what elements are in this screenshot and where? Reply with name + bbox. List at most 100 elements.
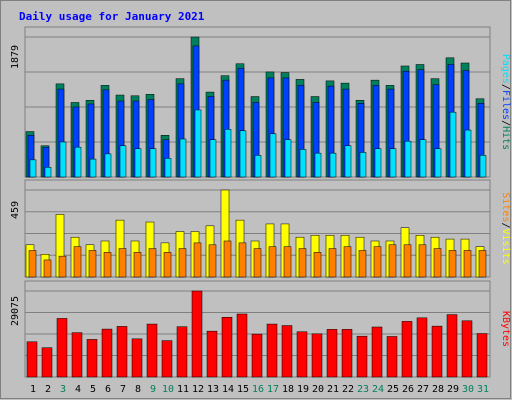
bar-sites — [208, 244, 217, 278]
bar-sites — [268, 246, 277, 278]
bar-sites — [283, 246, 292, 278]
bar-kbytes — [416, 317, 428, 378]
axis-label-separator: / — [500, 222, 511, 228]
chart-title: Daily usage for January 2021 — [19, 10, 205, 23]
x-tick-label: 7 — [120, 384, 126, 395]
bar-pages — [434, 148, 442, 178]
bar-pages — [479, 155, 487, 178]
x-tick-label: 3 — [60, 384, 66, 395]
bar-sites — [88, 250, 97, 278]
bar-sites — [448, 250, 457, 278]
bar-pages — [269, 133, 277, 178]
x-tick-label: 18 — [282, 384, 294, 395]
axis-label-sites: Sites — [500, 192, 511, 222]
bar-pages — [389, 148, 397, 178]
bar-kbytes — [161, 340, 173, 378]
bar-pages — [44, 167, 52, 178]
bar-pages — [119, 145, 127, 178]
bar-kbytes — [281, 325, 293, 378]
bar-pages — [74, 146, 82, 178]
bar-sites — [223, 240, 232, 278]
y-max-label: 1879 — [10, 45, 21, 69]
bar-sites — [58, 255, 67, 278]
x-tick-label: 8 — [135, 384, 141, 395]
bar-kbytes — [251, 333, 263, 378]
x-tick-label: 21 — [327, 384, 339, 395]
x-tick-label: 22 — [342, 384, 354, 395]
axis-label-pages: Pages — [500, 54, 511, 84]
bar-kbytes — [371, 326, 383, 378]
x-tick-label: 11 — [177, 384, 189, 395]
bar-kbytes — [191, 290, 203, 378]
bar-kbytes — [176, 326, 188, 378]
bar-sites — [28, 250, 37, 278]
x-tick-label: 24 — [372, 384, 384, 395]
bar-pages — [89, 158, 97, 178]
bar-kbytes — [116, 326, 128, 378]
series-axis-label: Sites/Visits — [500, 192, 511, 264]
bar-kbytes — [26, 341, 38, 378]
bar-sites — [463, 250, 472, 278]
bar-kbytes — [341, 329, 353, 378]
bar-sites — [433, 248, 442, 278]
bar-kbytes — [401, 321, 413, 378]
bar-sites — [343, 246, 352, 278]
x-tick-label: 28 — [432, 384, 444, 395]
panel-kbytes: 29075 KBytes — [10, 280, 511, 378]
bar-sites — [358, 250, 367, 278]
bar-sites — [163, 252, 172, 278]
bar-pages — [224, 129, 232, 178]
bar-pages — [419, 139, 427, 178]
bar-pages — [449, 111, 457, 178]
bar-pages — [59, 141, 67, 178]
bar-pages — [359, 152, 367, 178]
bar-pages — [149, 148, 157, 178]
bar-sites — [238, 242, 247, 278]
axis-label-files: Files — [500, 90, 511, 120]
bar-kbytes — [101, 328, 113, 378]
axis-label-separator: / — [500, 84, 511, 90]
bar-kbytes — [326, 329, 338, 378]
bar-sites — [253, 248, 262, 278]
x-tick-label: 2 — [45, 384, 51, 395]
x-tick-label: 15 — [237, 384, 249, 395]
bar-sites — [103, 252, 112, 278]
x-tick-label: 20 — [312, 384, 324, 395]
bar-kbytes — [386, 336, 398, 378]
bar-kbytes — [131, 338, 143, 378]
x-tick-label: 19 — [297, 384, 309, 395]
bar-pages — [314, 152, 322, 178]
bar-kbytes — [236, 313, 248, 378]
bar-kbytes — [41, 347, 53, 378]
bar-pages — [464, 129, 472, 178]
y-max-label: 459 — [10, 201, 21, 219]
bar-sites — [148, 248, 157, 278]
bar-kbytes — [296, 331, 308, 378]
bar-pages — [299, 149, 307, 178]
x-tick-label: 13 — [207, 384, 219, 395]
bar-pages — [254, 155, 262, 178]
x-tick-label: 23 — [357, 384, 369, 395]
bar-kbytes — [311, 333, 323, 378]
bar-pages — [164, 158, 172, 178]
bar-kbytes — [221, 317, 233, 378]
bar-sites — [388, 244, 397, 278]
bar-sites — [418, 244, 427, 278]
bar-pages — [239, 130, 247, 178]
x-tick-label: 9 — [150, 384, 156, 395]
x-tick-label: 4 — [75, 384, 81, 395]
panel-hits-files-pages: 1879 Pages/Files/Hits — [10, 26, 511, 178]
axis-label-kbytes: KBytes — [500, 311, 511, 347]
x-tick-label: 25 — [387, 384, 399, 395]
series-axis-label: KBytes — [500, 311, 511, 347]
bar-pages — [104, 153, 112, 178]
x-tick-label: 14 — [222, 384, 234, 395]
bar-sites — [133, 252, 142, 278]
axis-label-separator: / — [500, 120, 511, 126]
bar-kbytes — [431, 325, 443, 378]
bar-pages — [344, 145, 352, 178]
x-tick-label: 17 — [267, 384, 279, 395]
bar-sites — [118, 248, 127, 278]
